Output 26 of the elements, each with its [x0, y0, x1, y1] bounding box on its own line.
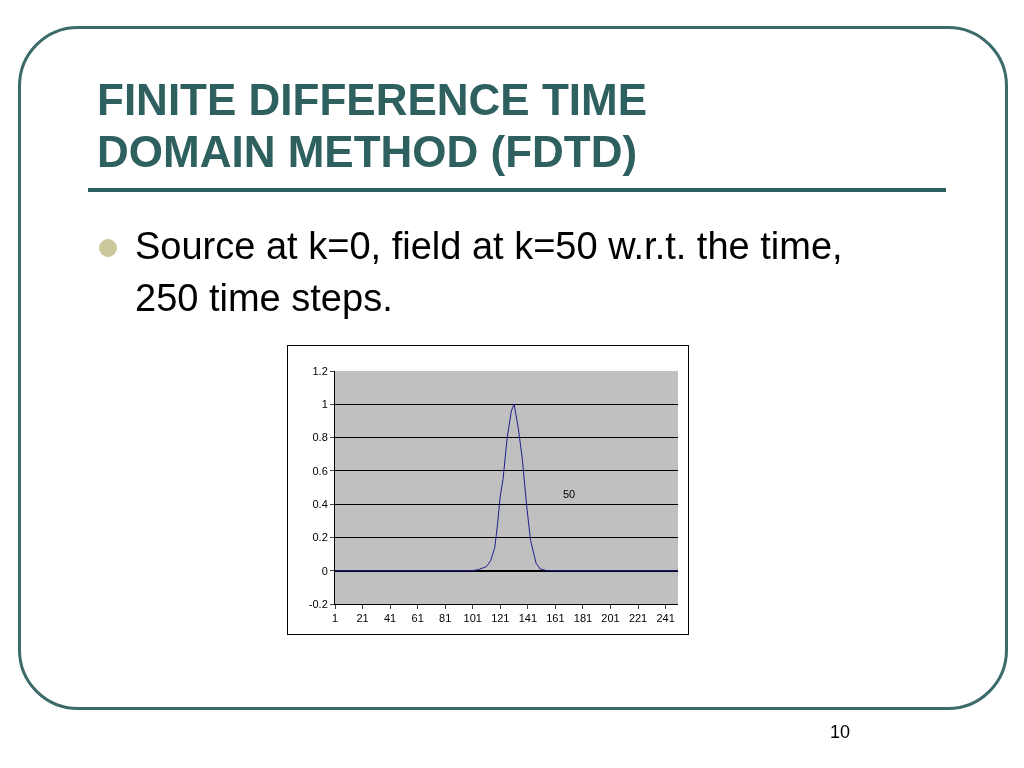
x-tick-label: 141 [518, 612, 538, 625]
x-tick-label: 41 [383, 612, 397, 625]
y-tick-label: 0.4 [312, 497, 328, 510]
y-tick-label: 1 [321, 398, 328, 411]
chart-title: FINITE DIFFERENCE TIME DOMAIN METHOD (FDTD) [97, 74, 648, 178]
x-tick-label: 61 [411, 612, 424, 625]
chart-subtitle: Source at k=0, field at k=50 w.r.t. the time, 250 time steps. [135, 224, 844, 321]
line-series [335, 403, 678, 572]
y-tick-label: 0.8 [312, 431, 328, 444]
x-tick-label: 241 [656, 612, 675, 625]
x-tick-label: 81 [439, 612, 452, 625]
y-tick-label: 0.2 [312, 531, 328, 544]
x-tick-label: 201 [601, 612, 620, 625]
y-tick-label: 1.2 [312, 364, 328, 377]
text: 50 [563, 488, 576, 500]
x-tick-label: 121 [491, 612, 510, 625]
x-tick-label: 101 [463, 612, 482, 625]
y-tick-label: 0 [321, 564, 328, 577]
x-tick-label: 1 [331, 612, 339, 625]
y-tick-label: -0.2 [308, 597, 328, 610]
x-tick-label: 221 [628, 612, 648, 625]
x-tick-label: 161 [546, 612, 565, 625]
x-tick-label: 181 [573, 612, 593, 625]
x-tick-label: 21 [356, 612, 369, 625]
y-tick-label: 0.6 [312, 464, 328, 477]
text: 10 [830, 722, 851, 743]
